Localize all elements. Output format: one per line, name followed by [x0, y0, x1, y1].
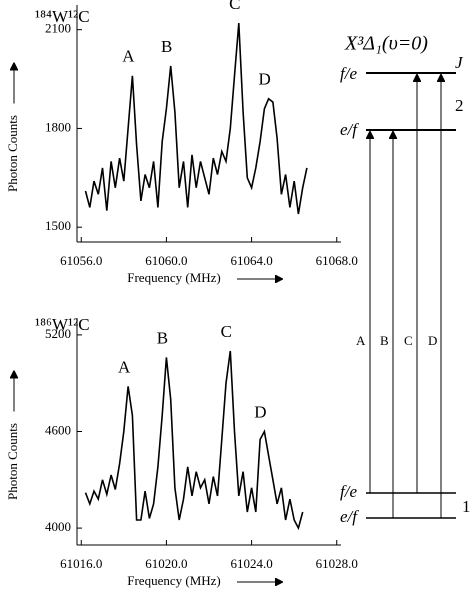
peak-label: C	[221, 322, 232, 341]
y-tick-label: 4600	[45, 422, 71, 437]
chart-label: ¹⁸⁶W¹²C	[35, 315, 90, 334]
transition-label: A	[356, 333, 366, 348]
transition-label: D	[428, 333, 437, 348]
peak-label: C	[229, 0, 240, 13]
peak-label: A	[122, 47, 135, 66]
data-line	[84, 350, 304, 531]
y-axis-label: Photon Counts	[5, 423, 20, 500]
j-label: J	[455, 53, 464, 72]
x-tick-label: 61020.0	[145, 556, 187, 571]
peak-label: B	[157, 328, 168, 347]
x-tick-label: 61060.0	[145, 253, 187, 268]
y-tick-label: 1800	[45, 119, 71, 134]
data-line	[84, 23, 308, 215]
x-axis-label: Frequency (MHz)	[127, 270, 221, 285]
diagram-title: X³Δ₁(υ=0)	[344, 33, 428, 55]
x-tick-label: 61056.0	[60, 253, 102, 268]
j-value: 2	[455, 96, 464, 115]
y-tick-label: 5200	[45, 326, 71, 341]
transition-label: C	[404, 333, 413, 348]
x-tick-label: 61016.0	[60, 556, 102, 571]
y-tick-label: 2100	[45, 21, 71, 36]
y-tick-label: 1500	[45, 218, 71, 233]
peak-label: D	[254, 402, 266, 421]
level-label: f/e	[340, 64, 357, 83]
chart-label: ¹⁸⁴W¹²C	[35, 7, 90, 26]
peak-label: B	[161, 37, 172, 56]
level-label: e/f	[340, 120, 359, 139]
x-tick-label: 61028.0	[316, 556, 358, 571]
transition-label: B	[380, 333, 389, 348]
y-tick-label: 4000	[45, 519, 71, 534]
y-axis-label: Photon Counts	[5, 115, 20, 192]
x-axis-label: Frequency (MHz)	[127, 573, 221, 588]
x-tick-label: 61064.0	[230, 253, 272, 268]
x-tick-label: 61024.0	[230, 556, 272, 571]
level-label: e/f	[340, 507, 359, 526]
x-tick-label: 61068.0	[316, 253, 358, 268]
peak-label: A	[118, 357, 131, 376]
peak-label: D	[258, 70, 270, 89]
level-label: f/e	[340, 482, 357, 501]
j-value: 1	[462, 497, 471, 516]
